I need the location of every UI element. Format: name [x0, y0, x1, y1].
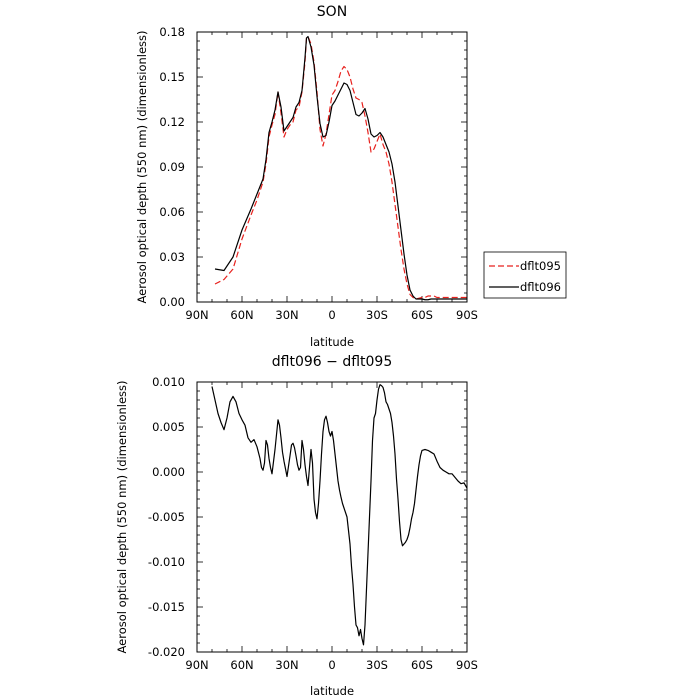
chart-title: dflt096 − dflt095 — [272, 354, 392, 370]
x-tick-label: 90N — [185, 308, 208, 322]
x-axis-title: latitude — [310, 335, 354, 349]
legend-box — [483, 251, 567, 299]
y-tick-label: 0.03 — [159, 250, 185, 264]
y-tick-label: -0.015 — [148, 600, 185, 614]
y-tick-label: 0.000 — [152, 465, 185, 479]
series-lines — [214, 35, 467, 301]
series-line-difference — [211, 384, 468, 646]
y-tick-label: -0.010 — [148, 555, 185, 569]
x-tick-label: 90S — [456, 658, 478, 672]
x-tick-label: 30S — [366, 308, 388, 322]
y-tick-label: 0.06 — [159, 205, 185, 219]
legend-label-dflt096: dflt096 — [520, 280, 561, 294]
x-tick-label: 0 — [328, 308, 335, 322]
plot-frame — [196, 31, 468, 303]
y-tick-label: 0.09 — [159, 160, 185, 174]
x-tick-label: 30N — [275, 308, 298, 322]
y-tick-label: 0.15 — [159, 70, 185, 84]
legend-label-dflt095: dflt095 — [520, 259, 561, 273]
tick-labels: 90N 60N 30N 0 30S 60S 90S 0.00 0.03 0.06 0.09 0.12 0… — [159, 25, 478, 322]
y-tick-label: -0.020 — [148, 645, 185, 659]
x-tick-label: 30N — [275, 658, 298, 672]
x-axis-title: latitude — [310, 684, 354, 698]
x-tick-label: 90N — [185, 658, 208, 672]
son-chart: SON 90N 60N 30N 0 30S 60S 90S 0.00 0.03 0.06 0.09 0… — [135, 4, 567, 349]
x-tick-label: 60N — [230, 658, 253, 672]
y-tick-label: 0.12 — [159, 115, 185, 129]
x-tick-label: 30S — [366, 658, 388, 672]
series-line-dflt096 — [214, 35, 467, 301]
x-tick-label: 60S — [411, 658, 433, 672]
y-axis-title: Aerosol optical depth (550 nm) (dimensio… — [135, 30, 149, 303]
y-tick-label: 0.18 — [159, 25, 185, 39]
x-tick-label: 60N — [230, 308, 253, 322]
difference-chart: dflt096 − dflt095 90N 60N 30N 0 30S 60S 90S -0.… — [115, 354, 478, 698]
y-axis-title: Aerosol optical depth (550 nm) (dimensio… — [115, 380, 129, 653]
y-tick-label: -0.005 — [148, 510, 185, 524]
x-tick-label: 60S — [411, 308, 433, 322]
series-line-dflt095 — [214, 35, 467, 300]
tick-labels: 90N 60N 30N 0 30S 60S 90S -0.020 -0.015 -0.010 -0.… — [148, 375, 478, 672]
x-tick-label: 90S — [456, 308, 478, 322]
y-tick-label: 0.005 — [152, 420, 185, 434]
axis-ticks — [196, 381, 468, 653]
y-tick-label: 0.00 — [159, 295, 185, 309]
x-tick-label: 0 — [328, 658, 335, 672]
y-tick-label: 0.010 — [152, 375, 185, 389]
plot-frame — [196, 381, 468, 653]
legend: dflt095 dflt096 — [483, 251, 567, 299]
chart-title: SON — [317, 4, 347, 20]
axis-ticks — [196, 31, 468, 303]
series-lines — [211, 384, 468, 646]
